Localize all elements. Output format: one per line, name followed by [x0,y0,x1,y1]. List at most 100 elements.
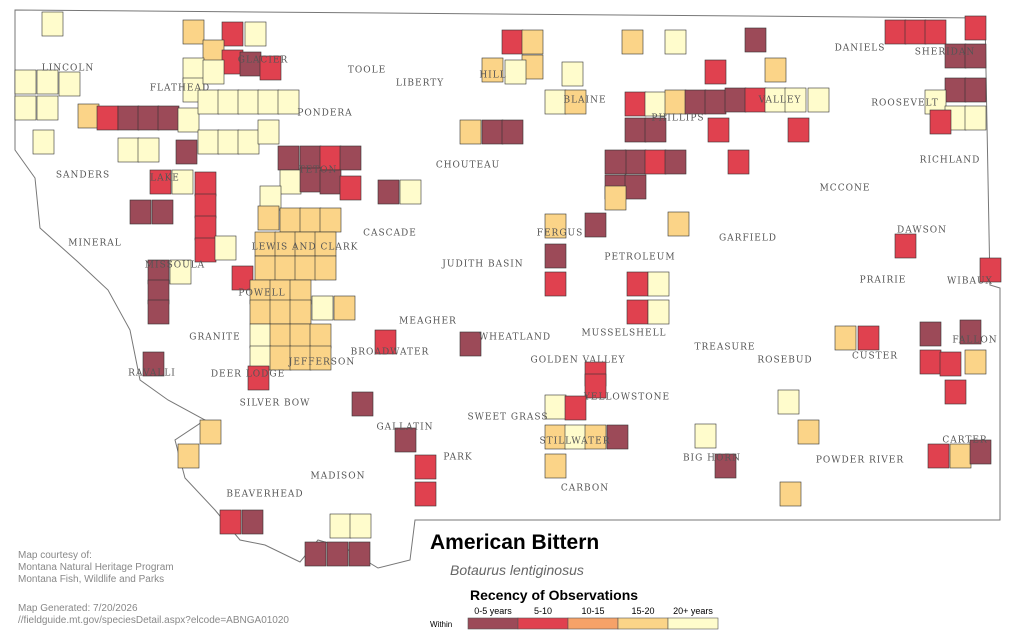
observation-square [924,19,947,45]
observation-square [919,321,942,347]
county-label: POWDER RIVER [816,456,904,466]
observation-square [626,299,649,325]
observation-square [894,233,917,259]
observation-square [147,299,170,325]
legend-within: Within [430,620,452,629]
county-label: PARK [443,453,472,463]
observation-square [969,439,992,465]
observation-square [787,117,810,143]
observation-square [807,87,830,113]
legend-label: 0-5 years [474,606,512,616]
county-label: PETROLEUM [604,253,675,263]
observation-square [647,299,670,325]
observation-square [137,105,160,131]
observation-square [36,95,59,121]
observation-square [949,443,972,469]
observation-square [644,117,667,143]
observation-square [621,29,644,55]
observation-square [244,21,267,47]
observation-square [979,257,1002,283]
observation-square [929,109,952,135]
county-label: BROADWATER [351,348,430,358]
county-label: SILVER BOW [240,399,311,409]
observation-square [501,119,524,145]
observation-square [182,19,205,45]
observation-square [199,419,222,445]
county-label: POWELL [238,289,285,299]
county-label: CARTER [942,436,987,446]
county-label: MINERAL [68,239,121,249]
county-label: CASCADE [363,229,417,239]
legend-swatch [667,617,719,630]
observation-square [647,271,670,297]
observation-square [129,199,152,225]
county-label: MUSSELSHELL [581,329,666,339]
observation-square [584,373,607,399]
observation-square [277,89,300,115]
legend-swatch [567,617,619,630]
legend-label: 5-10 [534,606,552,616]
observation-square [304,541,327,567]
observation-square [667,211,690,237]
observation-square [32,129,55,155]
observation-square [289,299,312,325]
county-label: STILLWATER [539,437,610,447]
observation-square [177,443,200,469]
legend-swatch [467,617,519,630]
county-label: TREASURE [695,343,756,353]
observation-square [964,105,987,131]
observation-square [41,11,64,37]
observation-square [249,323,272,349]
observation-square [149,169,172,195]
observation-square [504,59,527,85]
observation-square [171,169,194,195]
observation-square [257,89,280,115]
observation-square [197,89,220,115]
observation-square [277,145,300,171]
observation-square [624,117,647,143]
observation-square [351,391,374,417]
observation-square [521,29,544,55]
observation-square [329,513,352,539]
observation-square [157,105,180,131]
county-label: DAWSON [897,226,947,236]
county-label: CHOUTEAU [436,161,500,171]
observation-square [326,541,349,567]
observation-square [151,199,174,225]
observation-square [624,174,647,200]
legend-swatch [617,617,669,630]
generated: Map Generated: 7/20/2026 [18,603,138,614]
legend-swatch [517,617,569,630]
observation-square [501,29,524,55]
observation-square [194,215,217,241]
county-label: ROOSEVELT [871,99,939,109]
county-label: GOLDEN VALLEY [531,356,626,366]
observation-square [964,77,987,103]
county-label: LINCOLN [42,64,95,74]
county-label: GARFIELD [719,234,777,244]
legend-label: 15-20 [631,606,654,616]
observation-square [269,323,292,349]
observation-square [919,349,942,375]
observation-square [857,325,880,351]
observation-square [333,295,356,321]
county-label: LIBERTY [396,79,444,89]
observation-square [348,541,371,567]
observation-square [14,95,37,121]
county-label: FALLON [952,336,997,346]
county-label: RAVALLI [128,369,176,379]
observation-square [459,119,482,145]
observation-square [257,119,280,145]
county-label: PRAIRIE [860,276,907,286]
observation-square [779,481,802,507]
observation-square [58,71,81,97]
county-label: JUDITH BASIN [441,260,523,270]
observation-square [544,271,567,297]
observation-square [289,323,312,349]
county-label: GALLATIN [376,423,433,433]
county-label: RICHLAND [920,156,981,166]
observation-square [704,89,727,115]
observation-square [257,205,280,231]
observation-square [221,21,244,47]
observation-square [414,454,437,480]
